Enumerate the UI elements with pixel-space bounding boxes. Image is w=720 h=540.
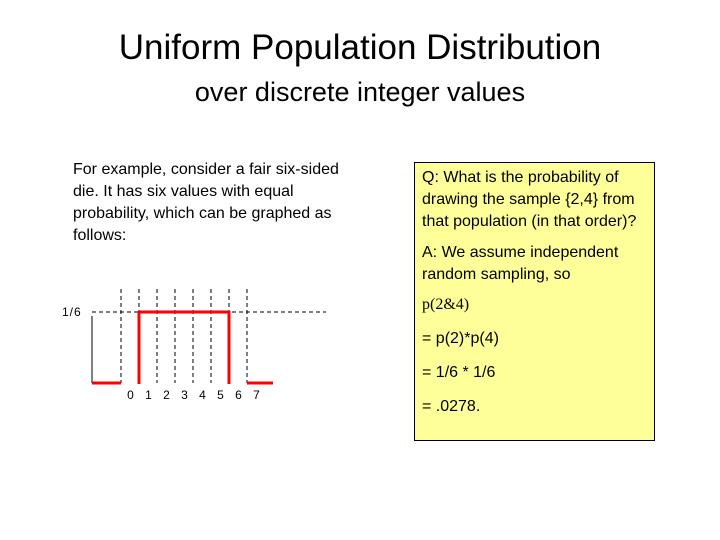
qa-box: Q: What is the probability of drawing th… <box>414 162 655 441</box>
x-tick-label-3: 3 <box>181 388 189 402</box>
x-tick-label-5: 5 <box>217 388 225 402</box>
intro-text: For example, consider a fair six-sided d… <box>73 161 339 244</box>
gridlines <box>92 289 326 383</box>
x-tick-label-0: 0 <box>127 388 135 402</box>
distribution-series <box>92 310 273 385</box>
answer-step-1: p(2&4) <box>422 296 470 313</box>
x-tick-label-4: 4 <box>199 388 207 402</box>
answer-step-2: = p(2)*p(4) <box>422 330 499 347</box>
slide-title: Uniform Population Distribution <box>118 28 602 67</box>
x-tick-label-7: 7 <box>253 388 261 402</box>
question-text: Q: What is the probability of drawing th… <box>422 169 637 230</box>
y-tick-label: 1/6 <box>62 305 82 319</box>
answer-intro: A: We assume independent random sampling… <box>422 244 619 283</box>
slide-subtitle: over discrete integer values <box>194 77 526 107</box>
answer-step-4: = .0278. <box>422 398 481 415</box>
x-tick-label-6: 6 <box>235 388 243 402</box>
x-tick-label-1: 1 <box>145 388 153 402</box>
x-tick-label-2: 2 <box>163 388 171 402</box>
answer-step-3: = 1/6 * 1/6 <box>422 364 496 381</box>
